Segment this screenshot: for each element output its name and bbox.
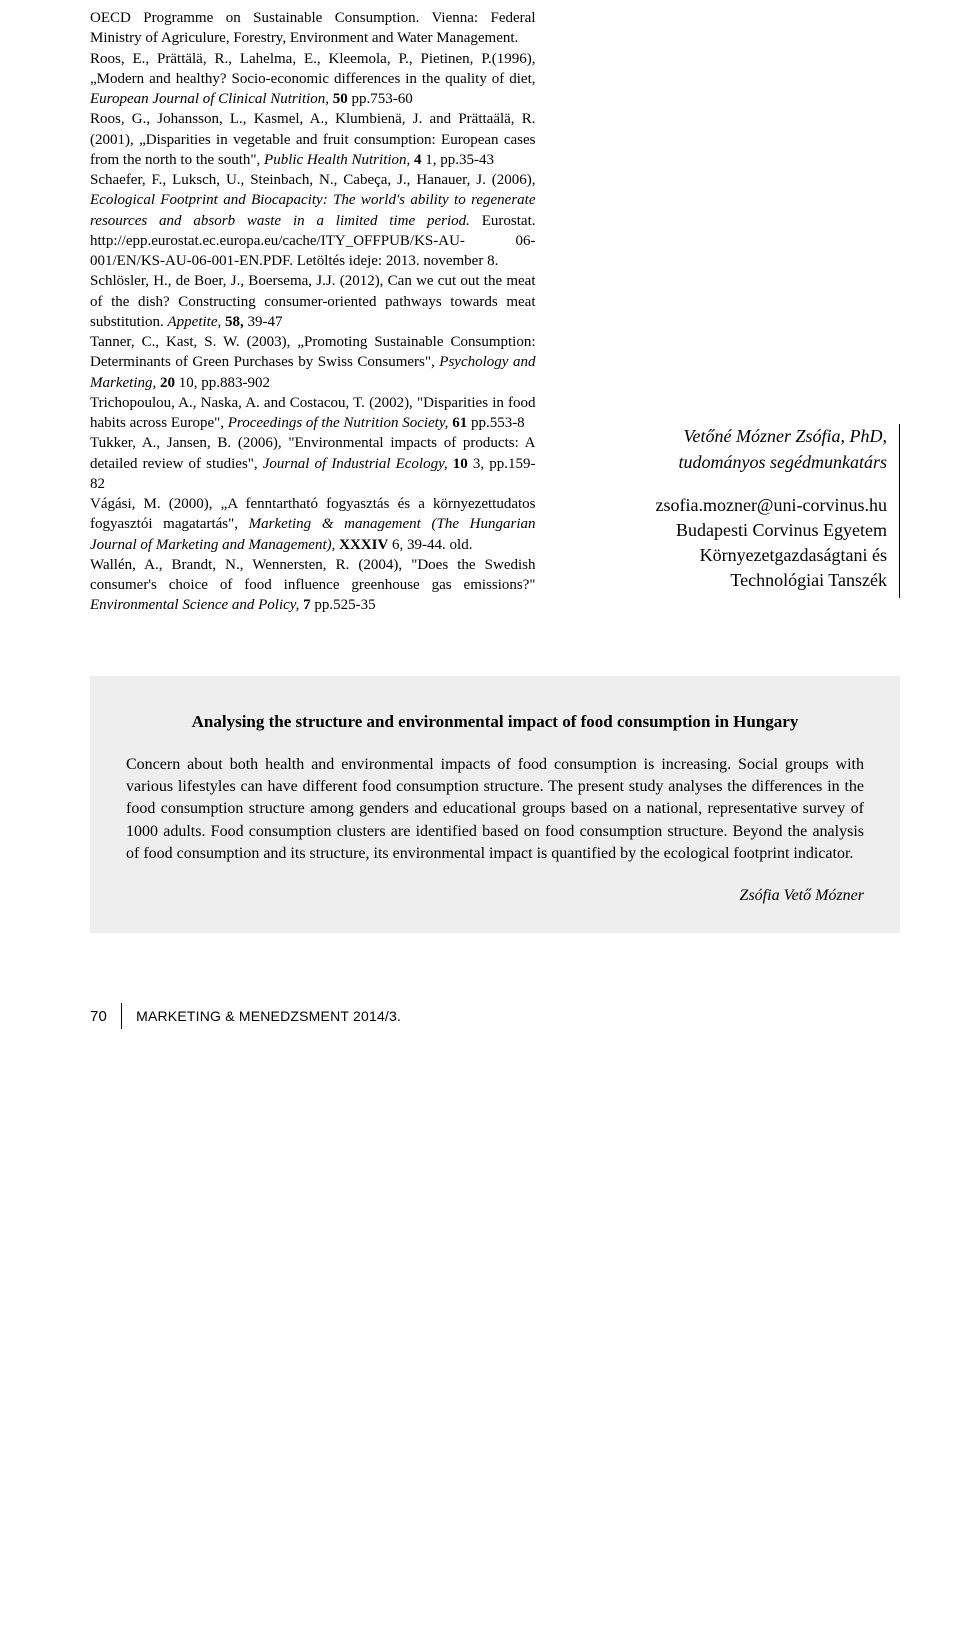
author-email: zsofia.mozner@uni-corvinus.hu bbox=[576, 493, 888, 518]
page-footer: 70 MARKETING & MENEDZSMENT 2014/3. bbox=[90, 1003, 900, 1029]
footer-divider bbox=[121, 1003, 122, 1029]
two-column-layout: OECD Programme on Sustainable Consumptio… bbox=[90, 8, 900, 616]
abstract-body: Concern about both health and environmen… bbox=[126, 754, 864, 866]
author-name: Vetőné Mózner Zsófia, PhD, bbox=[576, 424, 888, 449]
journal-issue: MARKETING & MENEDZSMENT 2014/3. bbox=[136, 1008, 401, 1024]
abstract-box: Analysing the structure and environmenta… bbox=[90, 676, 900, 934]
page-number: 70 bbox=[90, 1008, 107, 1025]
author-block: Vetőné Mózner Zsófia, PhD, tudományos se… bbox=[576, 424, 901, 597]
abstract-author: Zsófia Vető Mózner bbox=[126, 887, 864, 905]
references-column: OECD Programme on Sustainable Consumptio… bbox=[90, 8, 536, 616]
abstract-title: Analysing the structure and environmenta… bbox=[126, 712, 864, 732]
author-affiliation-1: Budapesti Corvinus Egyetem bbox=[576, 518, 888, 543]
author-title: tudományos segédmunkatárs bbox=[576, 450, 888, 475]
author-affiliation-2: Környezetgazdaságtani és bbox=[576, 543, 888, 568]
references-text: OECD Programme on Sustainable Consumptio… bbox=[90, 8, 536, 616]
author-affiliation-3: Technológiai Tanszék bbox=[576, 568, 888, 593]
page: OECD Programme on Sustainable Consumptio… bbox=[0, 0, 960, 1069]
